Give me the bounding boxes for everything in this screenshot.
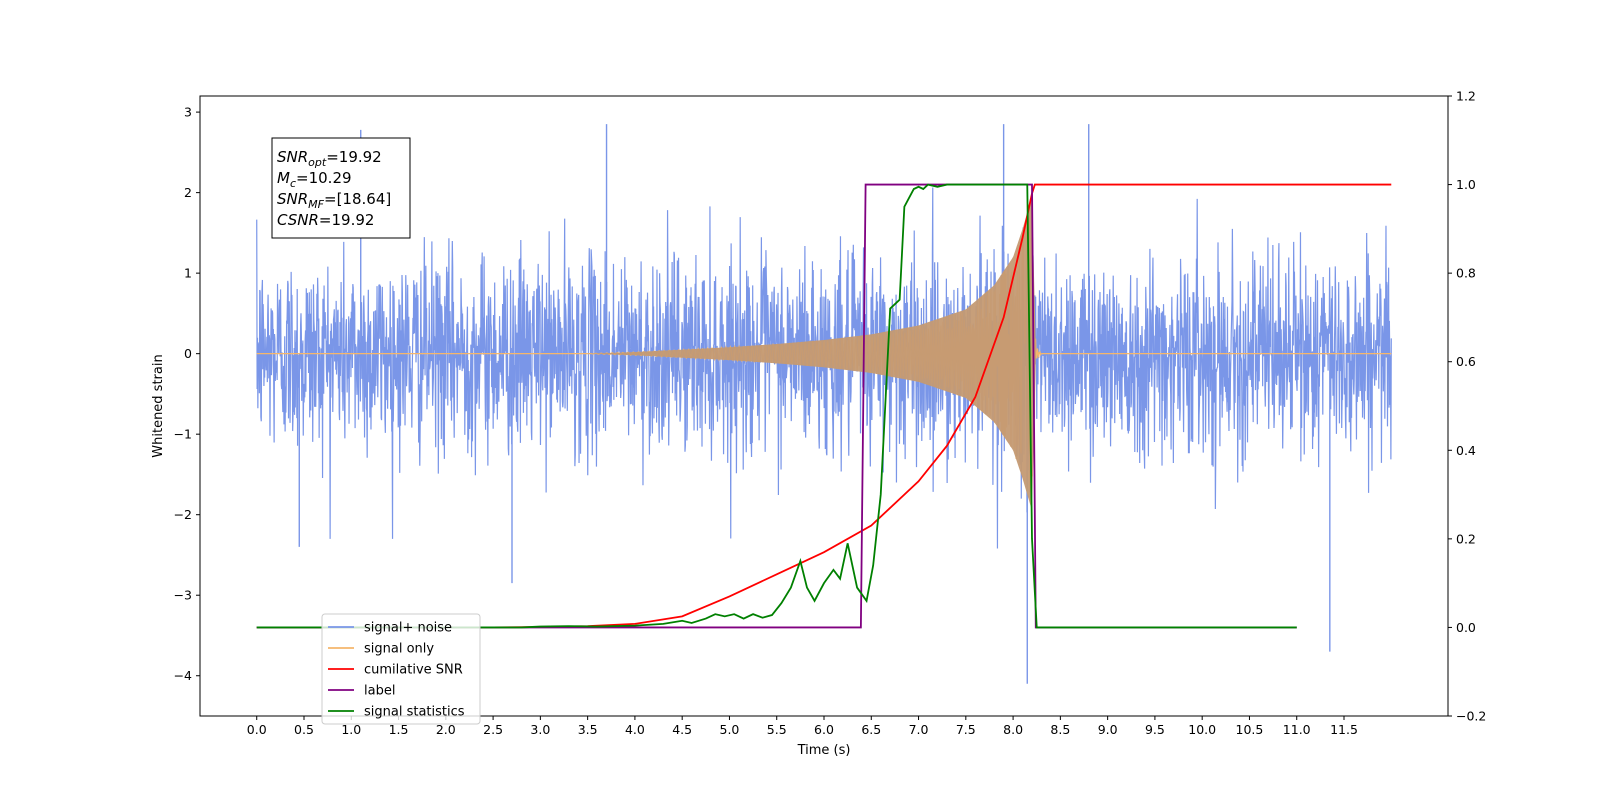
signal-only-envelope <box>587 199 1036 509</box>
annotation-frame <box>271 137 411 239</box>
series-signal-statistics <box>256 183 1297 629</box>
y-tick-label: 2 <box>184 185 192 200</box>
x-tick-label: 7.0 <box>909 722 929 737</box>
x-tick-label: 2.0 <box>436 722 456 737</box>
y2-tick-label: 1.0 <box>1456 177 1476 192</box>
y2-tick-label: 0.8 <box>1456 266 1476 281</box>
annotation-line: CSNR=19.92 <box>277 211 374 229</box>
x-tick-label: 11.0 <box>1283 722 1311 737</box>
x-tick-label: 6.5 <box>861 722 881 737</box>
y2-tick-label: 1.2 <box>1456 89 1476 104</box>
x-tick-label: 11.5 <box>1330 722 1358 737</box>
y2-tick-label: −0.2 <box>1456 709 1486 724</box>
y-tick-label: −3 <box>174 588 192 603</box>
annotation-box: SNRopt=19.92Mc=10.29SNRMF=[18.64]CSNR=19… <box>271 137 411 239</box>
x-tick-label: 1.0 <box>341 722 361 737</box>
x-tick-label: 8.5 <box>1050 722 1070 737</box>
x-tick-label: 9.0 <box>1098 722 1118 737</box>
legend-label: signal+ noise <box>364 621 452 636</box>
y-tick-label: 1 <box>184 266 192 281</box>
y2-tick-label: 0.0 <box>1456 620 1476 635</box>
y-tick-label: 0 <box>184 346 192 361</box>
y-tick-label: −1 <box>174 427 192 442</box>
legend-label: cumilative SNR <box>364 663 463 678</box>
legend-frame <box>321 613 481 725</box>
series-layer <box>256 124 1392 684</box>
y-tick-label: −4 <box>174 668 192 683</box>
x-tick-label: 4.0 <box>625 722 645 737</box>
y-tick-label: 3 <box>184 105 192 120</box>
x-tick-label: 8.0 <box>1003 722 1023 737</box>
legend-label: label <box>364 684 395 699</box>
x-tick-label: 2.5 <box>483 722 503 737</box>
x-tick-label: 3.5 <box>578 722 598 737</box>
y2-tick-label: 0.2 <box>1456 531 1476 546</box>
annotation-line: SNRopt=19.92 <box>277 148 382 169</box>
legend-label: signal only <box>364 642 434 657</box>
x-tick-label: 1.5 <box>389 722 409 737</box>
x-tick-label: 4.5 <box>672 722 692 737</box>
legend: signal+ noise signal only cumilative SNR la… <box>321 613 481 725</box>
axes-layer: 0.0 0.5 1.0 1.5 2.0 2.5 3.0 3.5 4.0 4.5 5.0 5.5 6.0 6… <box>174 89 1487 738</box>
x-tick-label: 7.5 <box>956 722 976 737</box>
x-tick-label: 9.5 <box>1145 722 1165 737</box>
annotation-line: Mc=10.29 <box>277 169 352 190</box>
x-tick-label: 5.0 <box>720 722 740 737</box>
y-tick-label: −2 <box>174 507 192 522</box>
annotation-line: SNRMF=[18.64] <box>277 190 391 211</box>
y2-tick-label: 0.6 <box>1456 354 1476 369</box>
y-axis-title: Whitened strain <box>151 354 166 457</box>
legend-label: signal statistics <box>364 705 465 720</box>
x-axis-title: Time (s) <box>797 743 851 758</box>
x-tick-label: 0.0 <box>247 722 267 737</box>
x-tick-label: 10.0 <box>1188 722 1216 737</box>
x-tick-label: 5.5 <box>767 722 787 737</box>
y2-tick-label: 0.4 <box>1456 443 1476 458</box>
series-signal-noise <box>256 187 1392 549</box>
x-tick-label: 6.0 <box>814 722 834 737</box>
x-tick-label: 0.5 <box>294 722 314 737</box>
x-tick-label: 10.5 <box>1236 722 1264 737</box>
x-tick-label: 3.0 <box>530 722 550 737</box>
